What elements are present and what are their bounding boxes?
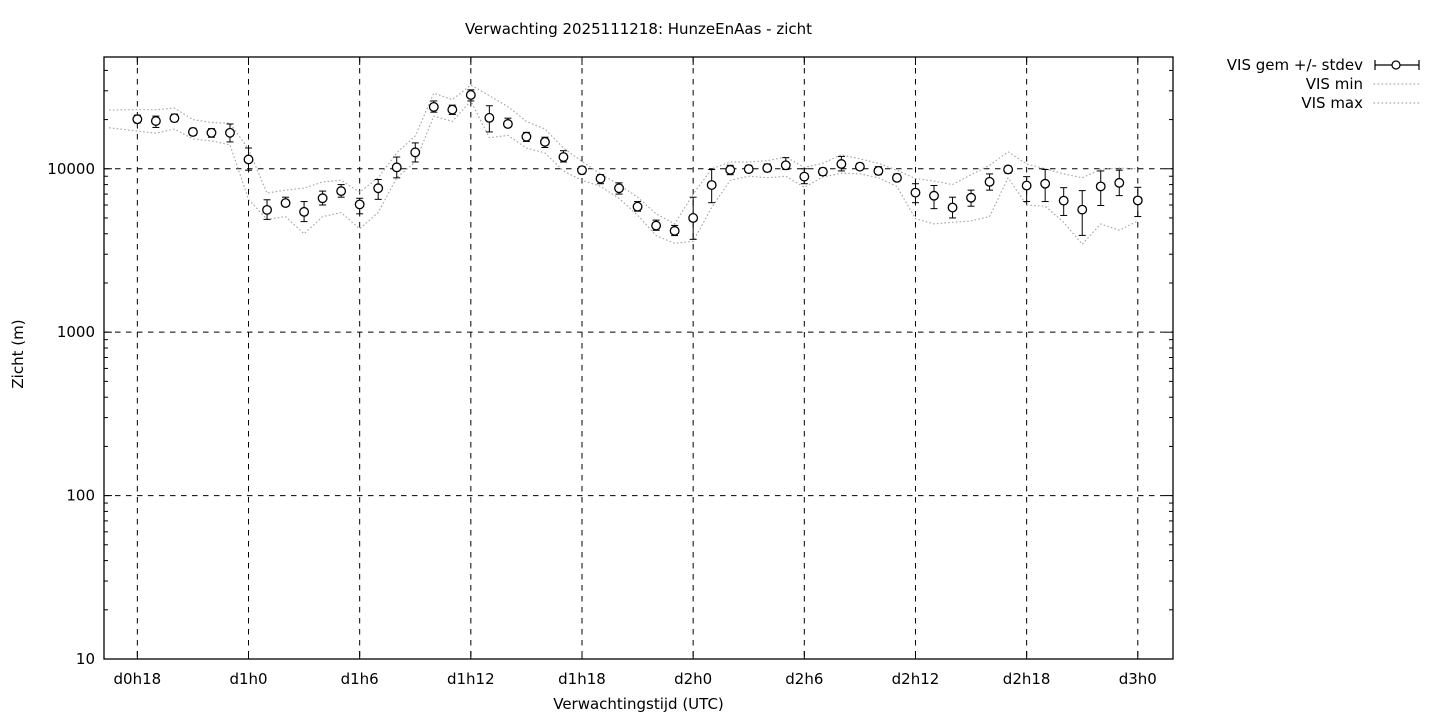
- data-point: [632, 201, 643, 212]
- y-tick-label: 1000: [57, 323, 95, 341]
- data-point: [1132, 195, 1143, 206]
- data-point: [169, 113, 180, 124]
- data-point: [651, 220, 662, 231]
- data-point: [929, 190, 939, 201]
- legend-item-vis-min: VIS min: [1227, 74, 1422, 93]
- data-point: [521, 131, 532, 142]
- data-point: [187, 126, 198, 137]
- data-point: [577, 165, 587, 176]
- dotted-line-sample-icon: [1373, 101, 1421, 104]
- data-point: [706, 180, 717, 190]
- data-point: [539, 136, 550, 147]
- data-point: [391, 162, 402, 173]
- grid-lines: [104, 57, 1173, 659]
- data-point: [688, 213, 699, 223]
- data-point: [743, 164, 754, 175]
- data-point: [225, 127, 235, 138]
- x-tick-label: d0h18: [114, 670, 162, 688]
- x-tick-label: d2h12: [892, 670, 940, 688]
- data-point: [558, 152, 569, 162]
- data-point: [410, 147, 421, 158]
- data-point: [836, 159, 847, 169]
- series-vis-min: [108, 99, 1139, 246]
- data-point: [336, 186, 347, 197]
- axis-ticks: [104, 57, 1173, 660]
- y-tick-label: 10: [76, 650, 95, 668]
- data-point: [243, 154, 254, 165]
- data-point: [854, 161, 865, 172]
- data-point: [780, 160, 791, 171]
- data-point: [1021, 180, 1032, 191]
- data-point: [799, 171, 810, 182]
- tick-labels: d0h18 d1h0 d1h6 d1h12 d1h18 d2h0 d2h6 d2h12 d2h1…: [47, 160, 1157, 688]
- data-point: [354, 199, 365, 210]
- data-point: [817, 166, 828, 177]
- chart-title: Verwachting 2025111218: HunzeEnAas - zic…: [464, 20, 813, 38]
- y-tick-label: 100: [66, 487, 95, 505]
- data-point: [132, 114, 143, 125]
- legend-item-vis-gem: VIS gem +/- stdev: [1227, 55, 1422, 74]
- data-point: [762, 163, 773, 174]
- x-tick-label: d3h0: [1119, 670, 1157, 688]
- data-point: [280, 198, 291, 208]
- data-point: [1077, 204, 1088, 215]
- data-point: [447, 104, 458, 115]
- data-point: [150, 116, 161, 126]
- data-point: [984, 176, 995, 187]
- series-vis-gem-stdev: [132, 89, 1143, 240]
- legend-label-vis-max: VIS max: [1301, 93, 1363, 112]
- data-point: [373, 183, 384, 194]
- errorbar-sample-icon: [1374, 59, 1420, 70]
- data-point: [465, 89, 476, 100]
- data-point: [317, 193, 328, 204]
- data-point: [966, 192, 977, 203]
- data-point: [206, 127, 217, 138]
- data-point: [1114, 177, 1125, 188]
- data-point: [947, 202, 958, 213]
- data-point: [891, 172, 902, 183]
- legend-item-vis-max: VIS max: [1227, 93, 1422, 112]
- data-point: [1058, 195, 1069, 206]
- data-point: [484, 112, 495, 123]
- x-tick-label: d2h18: [1003, 670, 1051, 688]
- data-point: [595, 173, 606, 184]
- data-point: [614, 183, 624, 194]
- legend: VIS gem +/- stdev VIS min VIS max: [1227, 55, 1422, 112]
- x-axis-title: Verwachtingstijd (UTC): [553, 695, 724, 713]
- data-point: [1040, 178, 1051, 189]
- series-vis-max: [108, 84, 1139, 225]
- x-tick-label: d1h6: [341, 670, 379, 688]
- y-tick-label: 10000: [47, 160, 95, 178]
- data-point: [725, 164, 736, 175]
- data-point: [1095, 181, 1106, 192]
- y-axis-title: Zicht (m): [9, 319, 27, 389]
- data-point: [669, 225, 680, 236]
- x-tick-label: d1h18: [558, 670, 606, 688]
- data-point: [910, 187, 921, 198]
- x-tick-label: d1h0: [229, 670, 267, 688]
- data-point: [299, 206, 310, 217]
- data-point: [428, 101, 439, 112]
- legend-label-vis-min: VIS min: [1305, 74, 1363, 93]
- data-point: [502, 119, 513, 129]
- x-tick-label: d2h0: [674, 670, 712, 688]
- data-point: [1003, 164, 1014, 175]
- data-point: [262, 204, 272, 215]
- legend-label-vis-gem: VIS gem +/- stdev: [1226, 55, 1363, 74]
- dotted-line-sample-icon: [1373, 82, 1421, 85]
- data-point: [873, 165, 884, 176]
- plot-border: [103, 56, 1174, 660]
- x-tick-label: d2h6: [785, 670, 823, 688]
- x-tick-label: d1h12: [447, 670, 495, 688]
